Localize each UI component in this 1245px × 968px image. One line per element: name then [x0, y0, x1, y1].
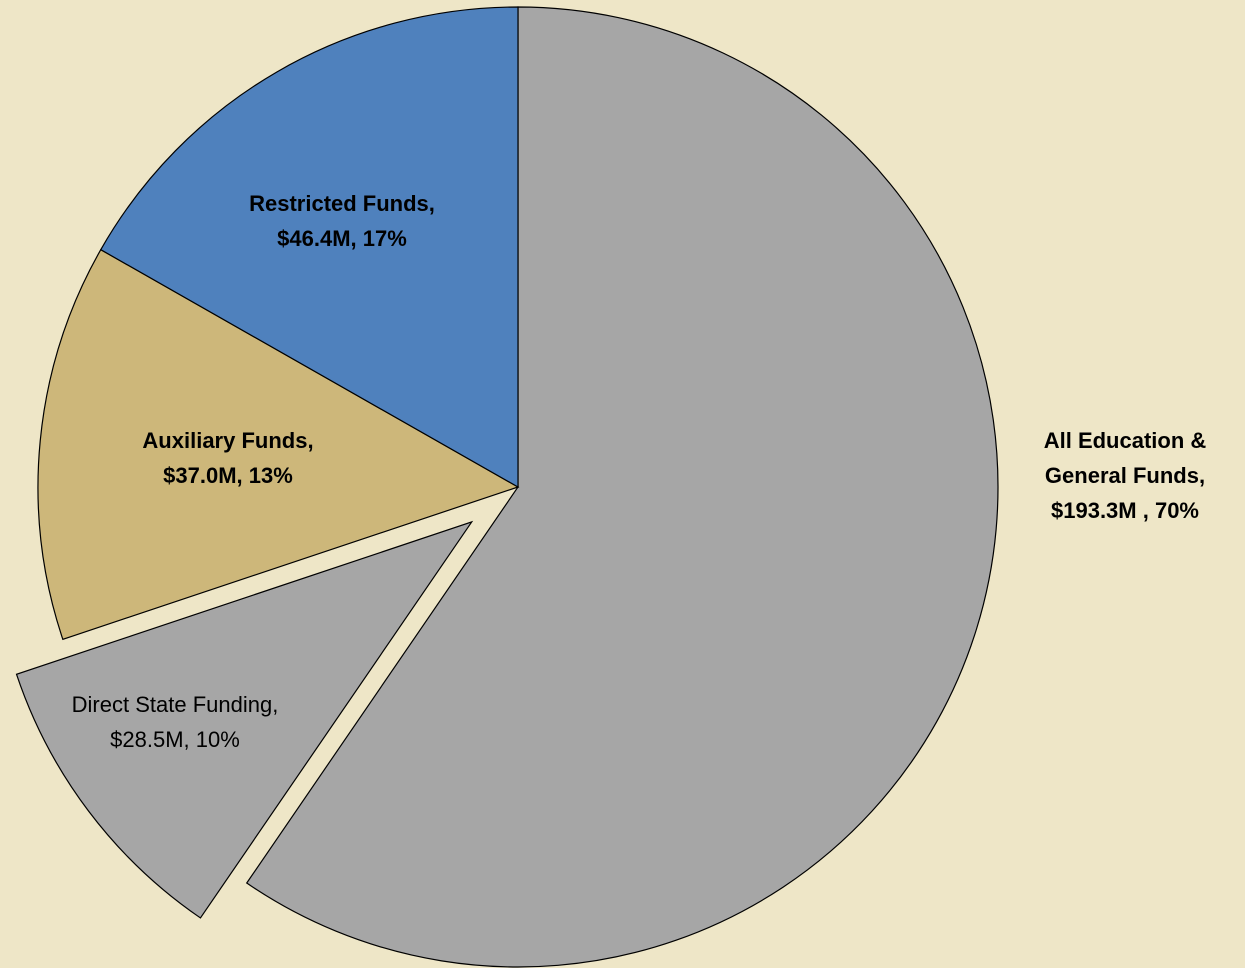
slice-label: General Funds, — [1045, 463, 1205, 488]
slice-label: Restricted Funds, — [249, 191, 435, 216]
slice-label: Direct State Funding, — [72, 692, 279, 717]
slice-label: $193.3M , 70% — [1051, 498, 1199, 523]
pie-slice — [37, 248, 520, 641]
slice-label: $28.5M, 10% — [110, 727, 240, 752]
slice-label: $46.4M, 17% — [277, 226, 407, 251]
slice-label: Auxiliary Funds, — [142, 428, 313, 453]
slice-label: $37.0M, 13% — [163, 463, 293, 488]
pie-slice — [99, 6, 519, 489]
pie-slice — [245, 6, 999, 968]
slice-label: All Education & — [1044, 428, 1207, 453]
pie-slice — [15, 520, 474, 919]
